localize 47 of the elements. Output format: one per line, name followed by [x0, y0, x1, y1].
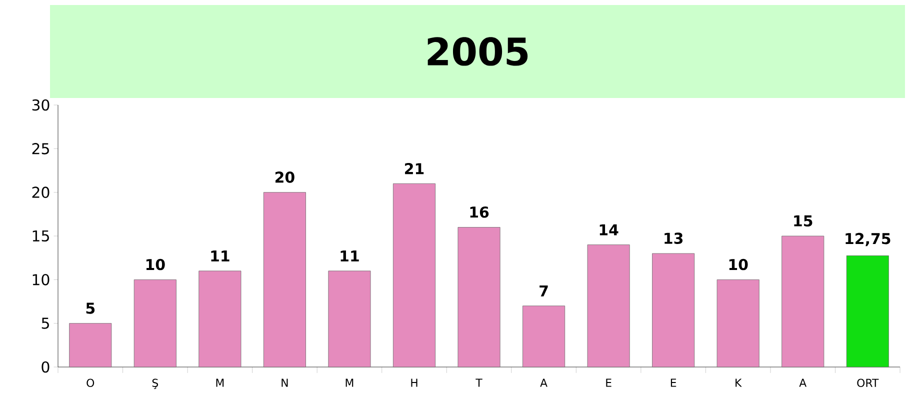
- data-label: 14: [600, 224, 618, 236]
- data-label: 21: [405, 163, 424, 174]
- y-tick-label: 15: [32, 230, 49, 242]
- x-tick-label: K: [736, 378, 742, 387]
- x-tick-label: A: [540, 378, 548, 387]
- y-tick-label: 20: [32, 186, 50, 198]
- bar: [134, 279, 176, 368]
- x-tick-label: M: [216, 378, 224, 387]
- bar: [263, 192, 306, 368]
- x-tick-label: ORT: [857, 378, 879, 388]
- x-tick-label: H: [411, 378, 418, 387]
- data-label: 13: [664, 232, 683, 244]
- bar: [198, 270, 242, 368]
- x-tick-label: T: [476, 378, 482, 387]
- bar: [69, 323, 112, 368]
- data-label: 10: [729, 258, 748, 270]
- data-label: 12,75: [846, 232, 890, 246]
- x-tick-label: E: [606, 378, 612, 387]
- chart-title: 2005: [428, 37, 528, 66]
- x-tick-label: A: [799, 378, 807, 387]
- data-label: 20: [275, 172, 294, 183]
- y-tick-label: 10: [32, 274, 50, 286]
- bar: [522, 306, 566, 368]
- x-tick-label: O: [86, 378, 94, 388]
- bar: [716, 279, 760, 368]
- x-tick-label: N: [282, 378, 288, 387]
- bar: [846, 255, 889, 368]
- data-label: 5: [86, 302, 95, 314]
- data-label: 11: [340, 250, 359, 262]
- y-tick-label: 30: [32, 99, 50, 111]
- bar: [652, 253, 695, 368]
- bar: [458, 227, 500, 368]
- y-tick-label: 25: [32, 143, 49, 154]
- bar: [328, 270, 371, 368]
- data-label: 10: [146, 258, 165, 270]
- y-tick-label: 0: [42, 361, 50, 373]
- x-tick-label: Ş: [152, 378, 158, 389]
- y-tick-label: 5: [42, 318, 49, 329]
- data-label: 16: [470, 206, 489, 218]
- data-label: 7: [540, 285, 548, 296]
- bar: [392, 183, 436, 368]
- x-tick-label: M: [346, 378, 354, 387]
- data-label: 15: [794, 215, 812, 227]
- bar: [782, 236, 824, 368]
- data-label: 11: [211, 250, 230, 262]
- x-tick-label: E: [670, 378, 676, 387]
- bar: [587, 244, 630, 368]
